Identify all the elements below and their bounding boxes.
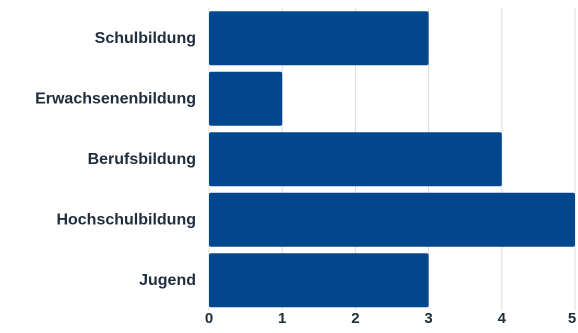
bar-layer [209,11,575,308]
category-label: Schulbildung [95,30,196,47]
bar [209,192,575,247]
x-tick-label: 0 [205,310,213,327]
bar [209,253,429,308]
category-label: Hochschulbildung [56,211,196,228]
x-tick-layer: 0 1 2 3 4 5 [205,310,576,327]
bar [209,11,429,66]
x-tick-label: 3 [424,310,432,327]
bar [209,71,283,126]
x-tick-label: 4 [498,310,507,327]
category-label: Berufsbildung [88,151,196,168]
x-tick-label: 1 [278,310,286,327]
category-label: Erwachsenenbildung [35,90,196,107]
category-label-layer: Schulbildung Erwachsenenbildung Berufsbild… [35,30,196,289]
category-label: Jugend [139,272,196,289]
x-tick-label: 5 [568,310,576,327]
x-tick-label: 2 [351,310,359,327]
bar [209,132,502,187]
